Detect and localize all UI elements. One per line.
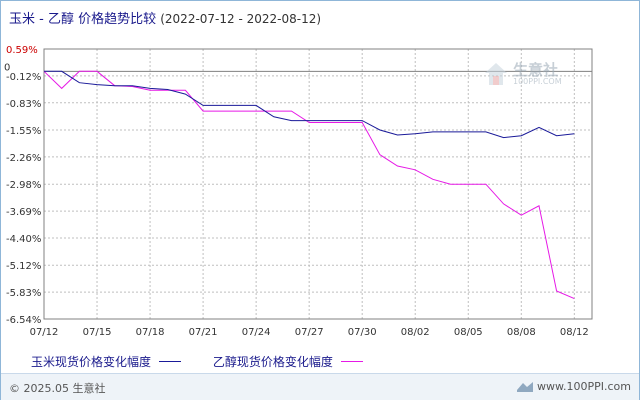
plot-border (43, 48, 593, 320)
x-tick-label: 07/15 (83, 327, 112, 338)
x-tick-label: 07/27 (295, 327, 324, 338)
plot-area: 0.59% -0.12% -0.83% -1.55% -2.26% -2.98% -3.69… (4, 45, 593, 338)
legend-line-ethanol (340, 361, 363, 362)
y-tick-label: -5.83% (6, 288, 41, 299)
legend-label-corn: 玉米现货价格变化幅度 (31, 355, 152, 369)
x-tick-label: 08/05 (454, 327, 483, 338)
y-tick-label: -0.12% (6, 72, 41, 83)
chart-legend: 玉米现货价格变化幅度 乙醇现货价格变化幅度 (31, 353, 391, 370)
y-tick-label: -3.69% (6, 207, 41, 218)
y-tick-label: -6.54% (6, 315, 41, 326)
series-line-corn (44, 70, 575, 139)
x-tick-label: 08/12 (560, 327, 589, 338)
legend-label-ethanol: 乙醇现货价格变化幅度 (212, 355, 333, 369)
legend-item-ethanol: 乙醇现货价格变化幅度 (213, 353, 363, 370)
chart-title-range: (2022-07-12 - 2022-08-12) (160, 12, 322, 26)
chart-title: 玉米 - 乙醇 价格趋势比较 (2022-07-12 - 2022-08-12) (9, 8, 321, 27)
legend-line-corn (159, 361, 182, 362)
x-tick-label: 08/02 (401, 327, 430, 338)
y-tick-label: -1.55% (6, 126, 41, 137)
x-tick-label: 07/18 (136, 327, 165, 338)
label-layer: 0.59% -0.12% -0.83% -1.55% -2.26% -2.98% -3.69… (4, 45, 589, 338)
footer-copyright: © 2025.05 生意社 (9, 382, 106, 395)
series-layer (43, 70, 575, 300)
y-tick-label: -0.83% (6, 99, 41, 110)
x-tick-label: 07/30 (348, 327, 377, 338)
footer-bar: © 2025.05 生意社 www.100PPI.com (1, 373, 639, 400)
grid-layer (43, 48, 592, 320)
y-tick-label: -2.26% (6, 153, 41, 164)
x-tick-label: 07/12 (30, 327, 59, 338)
y-tick-label: -2.98% (6, 180, 41, 191)
series-line-ethanol (43, 70, 575, 300)
footer-url[interactable]: www.100PPI.com (537, 380, 631, 393)
y-tick-label: -5.12% (6, 261, 41, 272)
legend-item-corn: 玉米现货价格变化幅度 (31, 353, 182, 370)
y-tick-label: -4.40% (6, 234, 41, 245)
x-tick-label: 07/24 (242, 327, 271, 338)
zero-label: 0 (4, 62, 10, 73)
chart-title-main: 玉米 - 乙醇 价格趋势比较 (9, 12, 157, 27)
x-tick-label: 07/21 (189, 327, 218, 338)
footer-site[interactable]: www.100PPI.com (517, 380, 631, 393)
x-tick-label: 08/08 (507, 327, 536, 338)
y-tick-label: 0.59% (6, 45, 38, 56)
site-logo-icon (517, 381, 534, 392)
